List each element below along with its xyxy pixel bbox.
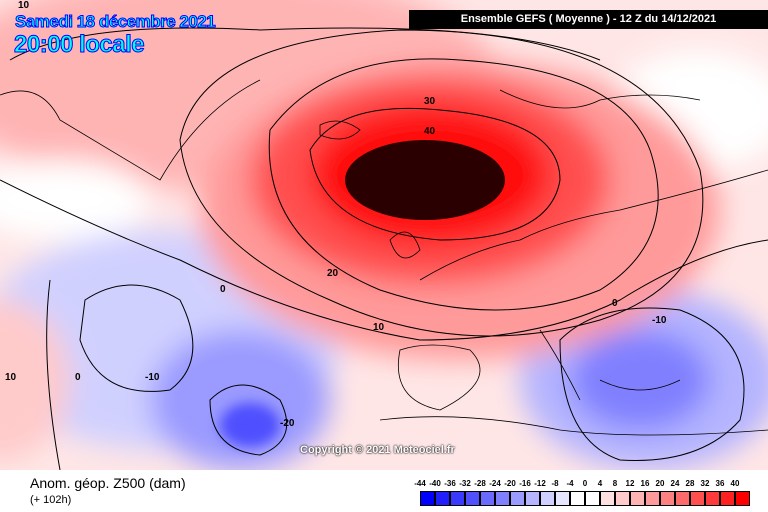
- legend-swatch: [420, 491, 435, 506]
- legend-label: 16: [640, 479, 650, 488]
- contour-label: 30: [424, 96, 436, 107]
- legend-swatch: [735, 491, 750, 506]
- legend-label: 32: [700, 479, 710, 488]
- contour-label: 40: [424, 126, 436, 137]
- legend-label: 24: [670, 479, 680, 488]
- legend-label: 28: [685, 479, 695, 488]
- coastlines: [0, 79, 768, 436]
- legend-swatch: [465, 491, 480, 506]
- contour-label: 10: [373, 322, 385, 333]
- legend-label: -44: [414, 479, 426, 488]
- footer: Anom. géop. Z500 (dam) (+ 102h) -44 -40 -3…: [0, 470, 768, 512]
- contour-lines: [0, 27, 768, 470]
- contour-label: 20: [327, 268, 339, 279]
- legend-swatch: [645, 491, 660, 506]
- legend-swatch: [510, 491, 525, 506]
- legend-swatch: [495, 491, 510, 506]
- legend-swatch: [690, 491, 705, 506]
- legend-swatch: [705, 491, 720, 506]
- forecast-time: 20:00 locale: [13, 31, 145, 59]
- contour-label: 0: [612, 298, 618, 309]
- legend-swatch: [525, 491, 540, 506]
- legend-label: 40: [730, 479, 740, 488]
- legend-swatch: [615, 491, 630, 506]
- legend-label: -32: [459, 479, 471, 488]
- legend-swatch: [450, 491, 465, 506]
- legend-label: 12: [625, 479, 635, 488]
- legend-swatch: [540, 491, 555, 506]
- variable-label: Anom. géop. Z500 (dam): [30, 475, 186, 491]
- legend-label: 4: [597, 479, 603, 488]
- legend-swatch: [660, 491, 675, 506]
- legend-label: -16: [519, 479, 531, 488]
- legend-swatch: [585, 491, 600, 506]
- legend-swatch: [630, 491, 645, 506]
- legend-label: -8: [551, 479, 559, 488]
- model-run-banner: Ensemble GEFS ( Moyenne ) - 12 Z du 14/1…: [409, 10, 768, 29]
- legend-swatch: [435, 491, 450, 506]
- legend-label: -4: [566, 479, 574, 488]
- legend-label: -36: [444, 479, 456, 488]
- legend-label: -24: [489, 479, 501, 488]
- legend-label: -28: [474, 479, 486, 488]
- legend-label: -20: [504, 479, 516, 488]
- legend-label: -40: [429, 479, 441, 488]
- legend-swatch: [600, 491, 615, 506]
- contour-label: -20: [280, 418, 295, 429]
- legend-swatch: [570, 491, 585, 506]
- anomaly-map: 10 30 40 20 10 0 -10 -20 0 10 -10 0: [0, 0, 768, 470]
- legend-label: 20: [655, 479, 665, 488]
- min-anomaly-core: [220, 403, 280, 447]
- max-anomaly-core: [345, 140, 505, 220]
- legend-label: 36: [715, 479, 725, 488]
- contour-label: 10: [5, 372, 17, 383]
- legend-label: 0: [582, 479, 588, 488]
- contour-label: -10: [145, 372, 160, 383]
- legend-label: -12: [534, 479, 546, 488]
- contour-label: 10: [18, 0, 30, 11]
- legend-swatch: [555, 491, 570, 506]
- forecast-date: Samedi 18 décembre 2021: [14, 12, 216, 32]
- legend-label: 8: [612, 479, 618, 488]
- legend-swatch: [480, 491, 495, 506]
- legend-swatch: [720, 491, 735, 506]
- copyright: Copyright © 2021 Meteociel.fr: [300, 444, 455, 456]
- contour-label: 0: [220, 284, 226, 295]
- lead-time: (+ 102h): [30, 494, 72, 506]
- contour-labels: 10 30 40 20 10 0 -10 -20 0 10 -10 0: [5, 0, 667, 429]
- legend-swatch: [675, 491, 690, 506]
- contour-label: -10: [652, 315, 667, 326]
- contour-label: 0: [75, 372, 81, 383]
